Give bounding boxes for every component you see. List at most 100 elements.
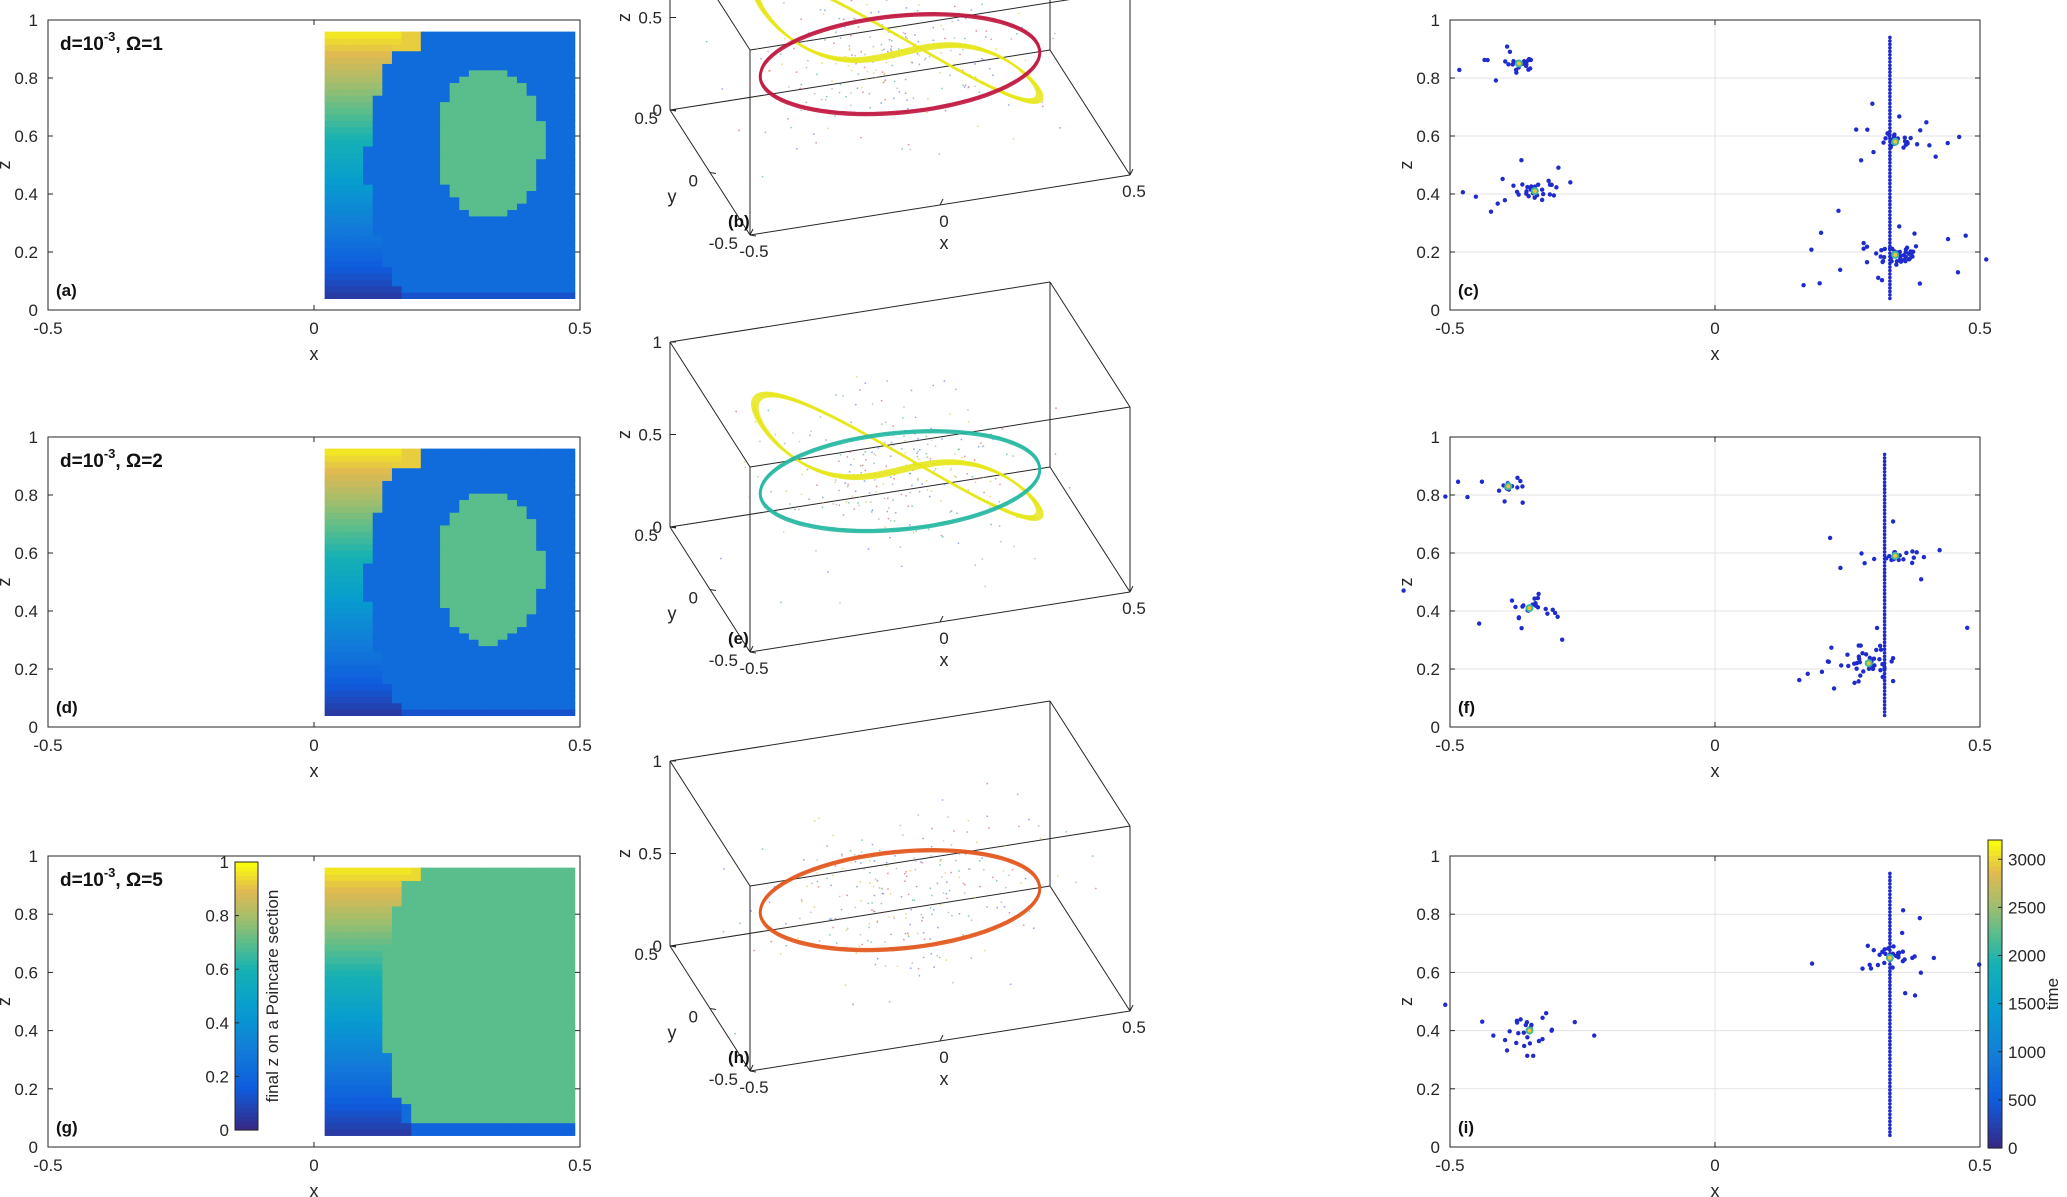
heatmap-cell: [478, 620, 489, 628]
heatmap-cell: [545, 260, 557, 268]
heatmap-cell: [382, 905, 393, 913]
heatmap-cell: [488, 995, 499, 1003]
heatmap-cell: [324, 702, 335, 710]
heatmap-cell: [382, 461, 393, 469]
heatmap-cell: [401, 50, 412, 58]
heatmap-cell: [545, 266, 557, 274]
heatmap-cell: [488, 222, 499, 230]
y-tick-label: 0.6: [1416, 544, 1440, 563]
heatmap-cell: [449, 133, 460, 141]
heatmap-cell: [324, 285, 335, 293]
heatmap-cell: [507, 931, 518, 939]
x-tick-label: 0: [309, 319, 318, 338]
heatmap-cell: [526, 569, 537, 577]
heatmap-cell: [459, 260, 470, 268]
heatmap-cell: [391, 467, 403, 475]
cloud-point: [827, 571, 830, 573]
heatmap-cell: [545, 114, 557, 122]
vertical-marker-point: [1882, 546, 1887, 551]
heatmap-cell: [478, 145, 489, 153]
heatmap-cell: [449, 145, 460, 153]
heatmap-cell: [555, 114, 566, 122]
cloud-point: [885, 465, 888, 468]
scatter-point: [1878, 647, 1884, 652]
heatmap-cell: [497, 499, 508, 507]
heatmap-cell: [536, 486, 547, 494]
x-tick-label: 0.5: [1968, 319, 1992, 338]
scatter-point: [1918, 577, 1924, 582]
heatmap-cell: [420, 1084, 432, 1092]
heatmap-cell: [382, 588, 393, 596]
colorbar-segment: [235, 1076, 258, 1082]
heatmap-cell: [488, 1020, 499, 1028]
cloud-point: [865, 77, 868, 80]
heatmap-cell: [459, 620, 470, 628]
heatmap-cell: [516, 677, 528, 685]
heatmap-cell: [343, 1046, 355, 1054]
heatmap-cell: [372, 982, 383, 990]
heatmap-cell: [516, 63, 528, 71]
heatmap-cell: [430, 37, 441, 45]
cloud-point: [816, 859, 819, 861]
heatmap-cell: [507, 1046, 518, 1054]
heatmap-cell: [565, 448, 576, 456]
heatmap-cell: [516, 1026, 528, 1034]
heatmap-cell: [536, 133, 547, 141]
heatmap-cell: [497, 292, 508, 299]
heatmap-cell: [440, 253, 451, 261]
heatmap-cell: [391, 918, 403, 926]
heatmap-cell: [449, 937, 460, 945]
cloud-point: [894, 854, 896, 857]
heatmap-cell: [334, 607, 345, 615]
heatmap-cell: [334, 177, 345, 185]
heatmap-cell: [334, 899, 345, 907]
scatter-point: [1480, 1019, 1485, 1024]
scatter-point: [1891, 944, 1896, 949]
heatmap-cell: [497, 562, 508, 570]
heatmap-cell: [545, 1103, 557, 1111]
heatmap-cell: [372, 279, 383, 287]
scatter-point: [1873, 251, 1879, 256]
heatmap-cell: [545, 461, 557, 469]
panel-label: (f): [1458, 698, 1475, 717]
heatmap-cell: [488, 177, 499, 185]
heatmap-cell: [353, 944, 364, 952]
heatmap-cell: [391, 247, 403, 255]
heatmap-cell: [449, 696, 460, 704]
heatmap-cell: [324, 474, 335, 481]
heatmap-cell: [382, 543, 393, 551]
heatmap-cell: [516, 1090, 528, 1098]
colorbar-tick-label: 0: [220, 1121, 229, 1140]
cloud-point: [930, 439, 933, 442]
heatmap-cell: [420, 114, 432, 122]
heatmap-cell: [440, 537, 451, 545]
heatmap-cell: [382, 101, 393, 109]
heatmap-cell: [555, 190, 566, 198]
colorbar-segment: [1988, 917, 2002, 923]
heatmap-cell: [536, 562, 547, 570]
heatmap-cell: [459, 88, 470, 96]
cluster-core: [1527, 606, 1532, 611]
cloud-point: [926, 456, 929, 459]
heatmap-cell: [478, 645, 489, 653]
heatmap-cell: [516, 905, 528, 913]
heatmap-cell: [382, 1071, 393, 1079]
heatmap-cell: [324, 50, 335, 58]
heatmap-cell: [440, 931, 451, 939]
heatmap-cell: [497, 531, 508, 539]
heatmap-cell: [478, 670, 489, 678]
heatmap-cell: [459, 247, 470, 255]
heatmap-cell: [459, 1122, 470, 1130]
heatmap-cell: [497, 505, 508, 513]
heatmap-cell: [324, 57, 335, 64]
heatmap-cell: [334, 880, 345, 888]
cloud-point: [880, 399, 883, 402]
heatmap-cell: [372, 683, 383, 691]
heatmap-cell: [478, 689, 489, 697]
vertical-marker-point: [1888, 1025, 1892, 1029]
cloud-point: [901, 416, 904, 419]
cloud-point: [784, 37, 786, 40]
scatter-point: [1921, 554, 1927, 560]
heatmap-cell: [555, 931, 566, 939]
heatmap-cell: [488, 925, 499, 932]
